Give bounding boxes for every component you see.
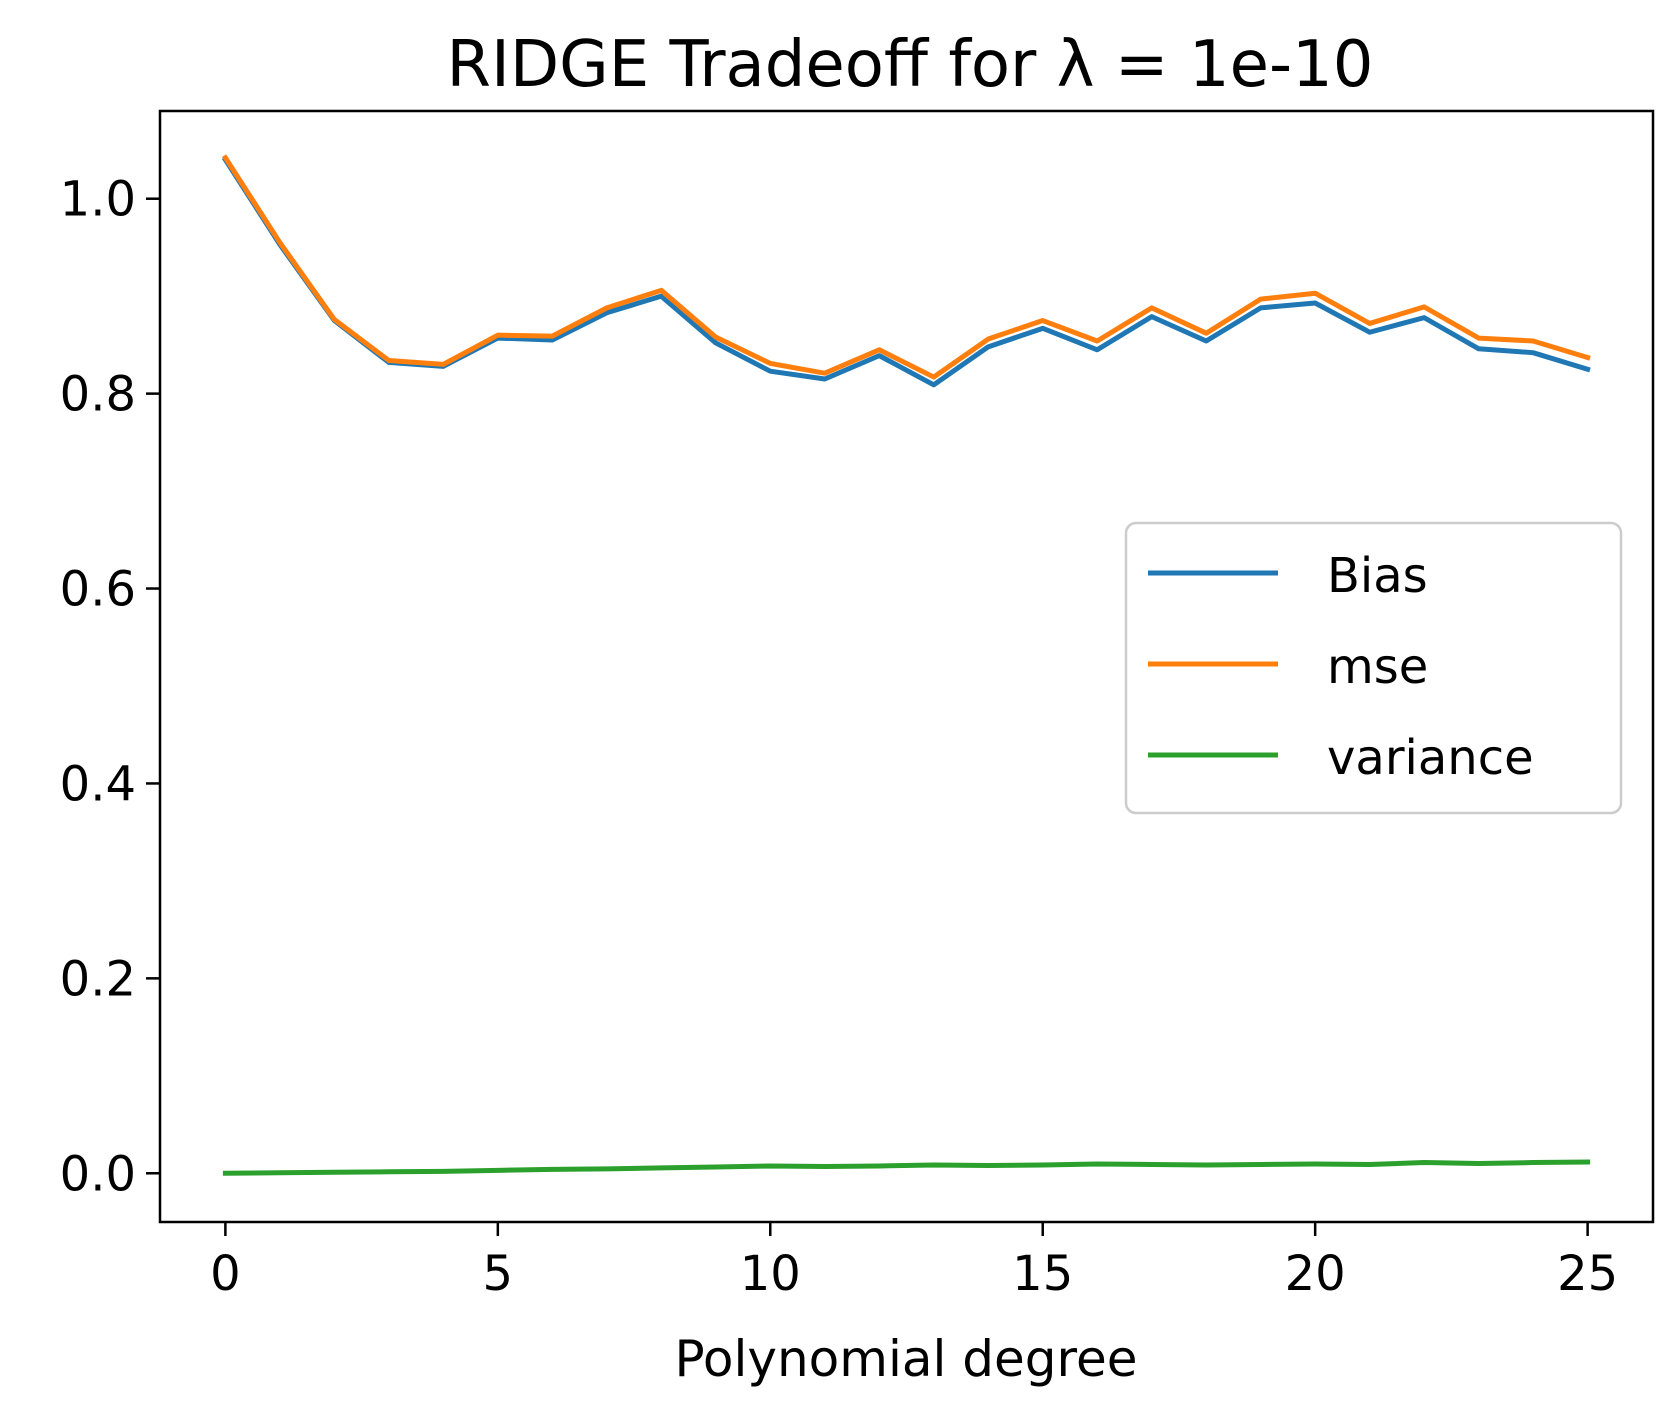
x-axis: 0 5 10 15 20 25 [210,1222,1618,1302]
legend-box [1124,521,1623,815]
y-tick-label: 1.0 [60,172,136,228]
x-axis-label: Polynomial degree [675,1330,1138,1388]
legend: Bias mse variance [1124,521,1623,815]
y-tick-label: 0.8 [60,367,136,423]
legend-label-variance: variance [1327,730,1534,786]
series-line-bias [221,156,1591,388]
x-tick-label: 0 [210,1246,241,1302]
legend-label-mse: mse [1327,639,1428,695]
y-tick-label: 0.0 [60,1146,136,1202]
y-tick-label: 0.2 [60,951,136,1007]
series-line-variance [222,1159,1591,1176]
x-tick-label: 25 [1557,1246,1618,1302]
y-tick-label: 0.6 [60,562,136,618]
series-line-mse [221,154,1591,380]
x-tick-label: 5 [483,1246,514,1302]
x-tick-label: 10 [740,1246,801,1302]
y-tick-label: 0.4 [60,756,136,812]
x-tick-label: 15 [1012,1246,1073,1302]
chart-title: RIDGE Tradeoff for λ = 1e-10 [447,28,1374,102]
x-tick-label: 20 [1285,1246,1346,1302]
plot-frame [158,109,1655,1224]
y-axis: 0.0 0.2 0.4 0.6 0.8 1.0 [60,172,160,1202]
legend-label-bias: Bias [1327,548,1428,604]
series-lines [221,154,1591,1176]
